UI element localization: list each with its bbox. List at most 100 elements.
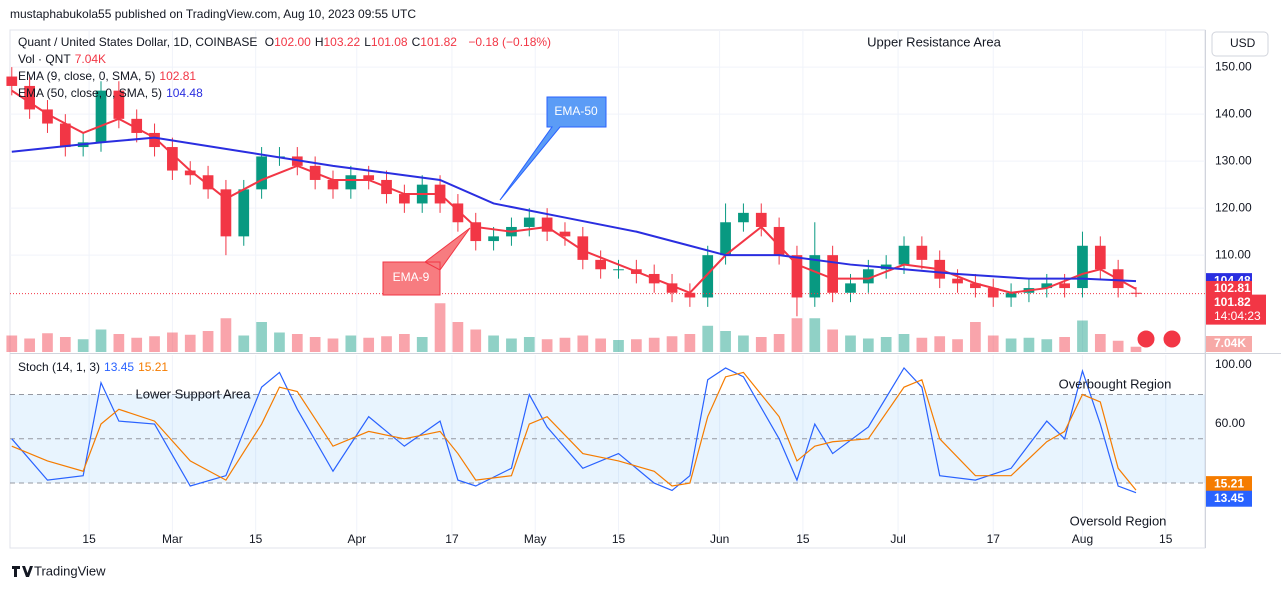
volume-bar <box>256 322 267 352</box>
candle-body <box>845 283 856 293</box>
volume-value: 7.04K <box>74 52 107 66</box>
symbol: Quant / United States Dollar, 1D, COINBA… <box>18 35 258 49</box>
candle-body <box>523 217 535 227</box>
volume-bar <box>202 331 214 352</box>
candle-body <box>149 132 160 148</box>
volume-bar <box>42 333 53 352</box>
stoch-line <box>11 371 1137 491</box>
ema-value: 104.48 <box>166 86 203 100</box>
candle-body <box>541 217 553 232</box>
volume-bar <box>559 337 571 352</box>
candle-body <box>184 170 196 176</box>
volume-name: Vol · QNT <box>18 52 71 66</box>
volume-bar <box>1059 337 1070 352</box>
volume-bar <box>952 339 963 352</box>
volume-tag <box>1206 336 1252 352</box>
volume-bar <box>113 334 125 352</box>
candle-body <box>452 203 464 223</box>
x-tick-label: 17 <box>987 532 1001 546</box>
candle-body <box>1094 245 1106 270</box>
stoch-tag-text: 15.21 <box>1214 476 1244 490</box>
candle-body <box>916 245 928 260</box>
ema-value: 102.81 <box>159 69 197 83</box>
candle-body <box>952 278 963 284</box>
candle-body <box>202 175 214 190</box>
candle-body <box>1059 283 1070 289</box>
y-tick-label: 60.00 <box>1215 416 1245 430</box>
legend-symbol: Quant / United States Dollar, 1D, COINBA… <box>18 35 555 49</box>
candle-body <box>399 194 410 204</box>
ohlc-value: 103.22 <box>323 35 361 49</box>
ema-name: EMA (50, close, 0, SMA, 5) <box>18 86 163 100</box>
stoch-name: Stoch (14, 1, 3) <box>18 360 101 374</box>
price-tag-text: 102.81 <box>1214 281 1251 295</box>
stoch-tag <box>1206 476 1252 493</box>
volume-bar <box>1005 338 1017 352</box>
currency-button[interactable] <box>1211 31 1269 57</box>
flag-icon <box>1136 329 1156 349</box>
candle-body <box>755 212 767 227</box>
stoch-tag-text: 13.45 <box>1214 491 1244 505</box>
candle-body <box>613 269 624 271</box>
volume-bar <box>24 338 35 352</box>
ohlc-label: O <box>264 35 275 49</box>
y-tick-label: 110.00 <box>1215 247 1251 261</box>
volume-bar <box>755 337 767 352</box>
candle-body <box>238 189 250 237</box>
volume-bar <box>987 335 999 352</box>
x-tick-label: 15 <box>612 532 626 546</box>
volume-bar <box>1041 339 1053 352</box>
volume-bar <box>381 336 392 352</box>
x-tick-label: Apr <box>347 532 366 546</box>
volume-bar <box>845 335 856 352</box>
volume-bar <box>95 329 107 352</box>
candle-body <box>42 109 53 124</box>
volume-bar <box>131 337 143 352</box>
currency: USD <box>1230 36 1256 50</box>
volume-bar <box>684 334 696 352</box>
legend-volume: Vol · QNT 7.04K <box>18 52 110 66</box>
ohlc-value: 102.00 <box>274 35 311 49</box>
candle-body <box>363 175 375 180</box>
volume-bar <box>827 329 838 352</box>
candle-body <box>595 259 607 270</box>
volume-bar <box>416 337 428 352</box>
callout-text: EMA-9 <box>393 270 430 284</box>
publisher: mustaphabukola55 published on TradingVie… <box>10 7 416 21</box>
x-tick-label: 17 <box>445 532 459 546</box>
candle-body <box>559 231 571 237</box>
candle-body <box>1041 283 1053 289</box>
candle-body <box>59 123 71 148</box>
volume-bar <box>738 335 749 352</box>
candle-body <box>720 222 731 256</box>
volume-bar <box>523 337 535 352</box>
volume-bar <box>59 337 71 352</box>
ohlc-label: L <box>364 35 371 49</box>
x-tick-label: Mar <box>162 532 183 546</box>
volume-bar <box>274 332 285 352</box>
x-tick-label: 15 <box>82 532 96 546</box>
candle-body <box>684 292 696 298</box>
change: −0.18 (−0.18%) <box>468 35 552 49</box>
candle-body <box>809 255 821 298</box>
volume-bar <box>898 334 910 352</box>
annotation: Upper Resistance Area <box>867 34 1001 49</box>
volume-bar <box>1077 320 1088 352</box>
stoch-line <box>11 366 1137 494</box>
x-tick-label: 15 <box>249 532 263 546</box>
volume-bar <box>666 336 678 352</box>
annotation: Oversold Region <box>1070 513 1167 528</box>
ema-line <box>11 136 1137 283</box>
volume-bar <box>702 325 714 352</box>
candle-body <box>220 189 232 237</box>
candle-body <box>327 179 339 190</box>
legend-ema50: EMA (50, close, 0, SMA, 5) 104.48 <box>18 86 207 100</box>
candle-body <box>827 255 838 293</box>
candle-body <box>666 283 678 293</box>
volume-bar <box>630 339 642 352</box>
chart-frame <box>9 29 1206 549</box>
volume-bar <box>149 336 160 352</box>
volume-bar <box>595 338 607 352</box>
volume-bar <box>399 334 410 352</box>
